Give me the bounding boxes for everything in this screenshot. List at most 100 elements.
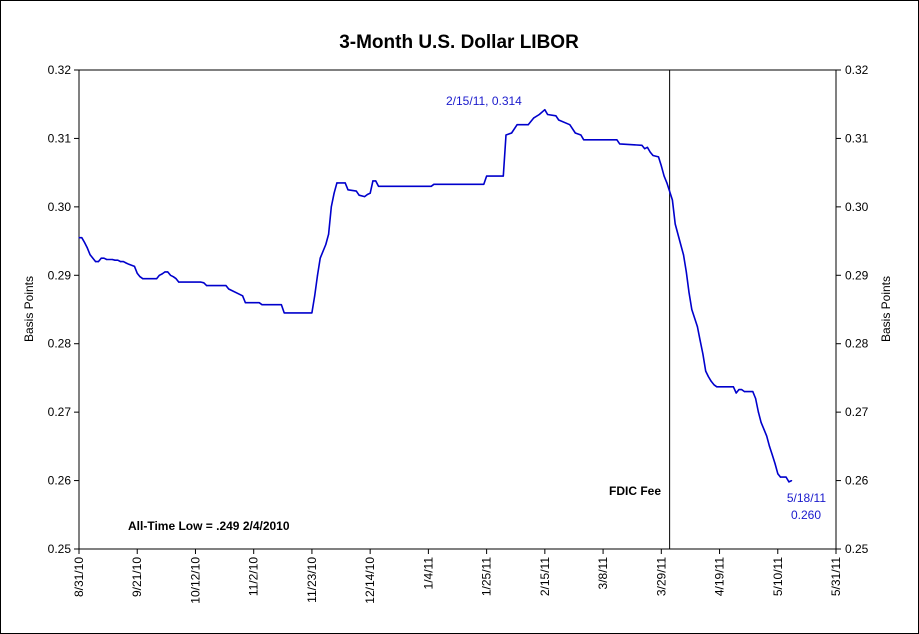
- data-point: [688, 291, 690, 293]
- data-point: [95, 261, 97, 263]
- x-axis: 8/31/10 9/21/10 10/12/10 11/2/10 11/23/10 12/…: [72, 549, 843, 604]
- data-point: [103, 257, 105, 259]
- data-point: [696, 326, 699, 328]
- data-point: [78, 237, 80, 239]
- y-tick-label-right: 0.31: [845, 131, 869, 145]
- x-tick-label: 3/29/11: [654, 557, 668, 596]
- data-point: [707, 376, 710, 378]
- data-point: [125, 262, 127, 264]
- data-point: [433, 183, 435, 185]
- data-point: [244, 302, 246, 304]
- data-point: [142, 278, 144, 280]
- last-value-label: 0.260: [791, 508, 821, 522]
- data-point: [768, 445, 771, 447]
- data-point: [649, 151, 651, 153]
- data-point: [172, 276, 174, 278]
- data-point: [325, 243, 327, 246]
- x-tick-label: 1/4/11: [421, 557, 435, 590]
- data-point: [791, 480, 793, 482]
- data-point: [311, 312, 313, 314]
- data-point: [741, 389, 743, 391]
- x-tick-label: 3/8/11: [596, 557, 610, 590]
- y-tick-label-left: 0.28: [48, 337, 72, 351]
- data-point: [369, 192, 371, 194]
- data-point: [544, 109, 546, 111]
- data-point: [328, 233, 330, 235]
- data-point: [89, 254, 91, 256]
- data-point: [502, 175, 504, 177]
- x-tick-label: 4/19/11: [713, 557, 727, 596]
- data-point: [430, 185, 432, 187]
- data-point: [660, 165, 662, 167]
- data-point: [779, 476, 782, 478]
- data-point: [691, 308, 693, 311]
- data-point: [788, 481, 790, 483]
- data-point: [752, 391, 754, 393]
- data-point: [133, 265, 136, 267]
- data-point: [97, 261, 99, 263]
- fdic-fee-label: FDIC Fee: [609, 484, 661, 498]
- data-point: [483, 183, 485, 185]
- data-point: [538, 113, 540, 116]
- data-point: [680, 243, 682, 246]
- series-group: [78, 108, 793, 483]
- last-date-label: 5/18/11: [787, 491, 826, 505]
- x-tick-label: 11/23/10: [305, 557, 319, 603]
- data-point: [702, 353, 704, 355]
- peak-label: 2/15/11, 0.314: [446, 94, 522, 108]
- data-point: [314, 295, 316, 297]
- y-tick-label-left: 0.31: [48, 131, 72, 145]
- x-tick-label: 11/2/10: [247, 557, 261, 596]
- data-point: [705, 370, 707, 372]
- x-tick-label: 9/21/10: [130, 557, 144, 597]
- x-tick-label: 2/15/11: [538, 557, 552, 596]
- data-point: [569, 124, 571, 126]
- data-point: [122, 261, 124, 263]
- data-point: [732, 386, 735, 388]
- data-point: [674, 223, 676, 225]
- data-point: [574, 132, 576, 134]
- data-point: [111, 258, 113, 261]
- data-point: [81, 237, 83, 239]
- data-point: [580, 134, 582, 136]
- data-point: [380, 185, 382, 187]
- data-point: [646, 146, 649, 148]
- data-point: [699, 339, 701, 341]
- data-point: [785, 476, 787, 478]
- data-point: [505, 134, 507, 136]
- data-point: [713, 384, 715, 386]
- data-point: [175, 278, 177, 280]
- data-point: [114, 259, 116, 261]
- data-point: [377, 185, 380, 187]
- data-point: [358, 194, 360, 196]
- data-point: [144, 278, 147, 280]
- data-point: [161, 273, 163, 275]
- data-point: [136, 272, 138, 274]
- data-point: [763, 428, 765, 430]
- y-tick-label-left: 0.30: [48, 200, 72, 214]
- data-point: [766, 435, 768, 437]
- y-tick-label-left: 0.29: [48, 268, 72, 282]
- data-point: [743, 391, 746, 393]
- data-point: [203, 282, 205, 284]
- x-tick-label: 1/25/11: [480, 557, 494, 596]
- data-point: [344, 182, 346, 184]
- all-time-low-note: All-Time Low = .249 2/4/2010: [128, 519, 290, 533]
- data-point: [333, 192, 335, 194]
- data-point: [261, 304, 263, 306]
- data-point: [641, 144, 643, 146]
- data-point: [347, 189, 349, 191]
- data-point: [663, 175, 665, 177]
- data-point: [716, 386, 718, 388]
- data-point: [169, 274, 172, 276]
- y-axis-right: 0.25 0.26 0.27 0.28 0.29 0.30 0.31 0.32: [836, 63, 869, 556]
- y-tick-label-right: 0.28: [845, 337, 869, 351]
- y-tick-label-left: 0.25: [48, 542, 72, 556]
- data-point: [225, 285, 227, 287]
- data-point: [671, 199, 674, 201]
- y-tick-label-right: 0.30: [845, 200, 869, 214]
- data-point: [372, 180, 374, 182]
- x-tick-label: 8/31/10: [72, 557, 86, 597]
- data-point: [738, 389, 740, 391]
- data-point: [547, 113, 549, 116]
